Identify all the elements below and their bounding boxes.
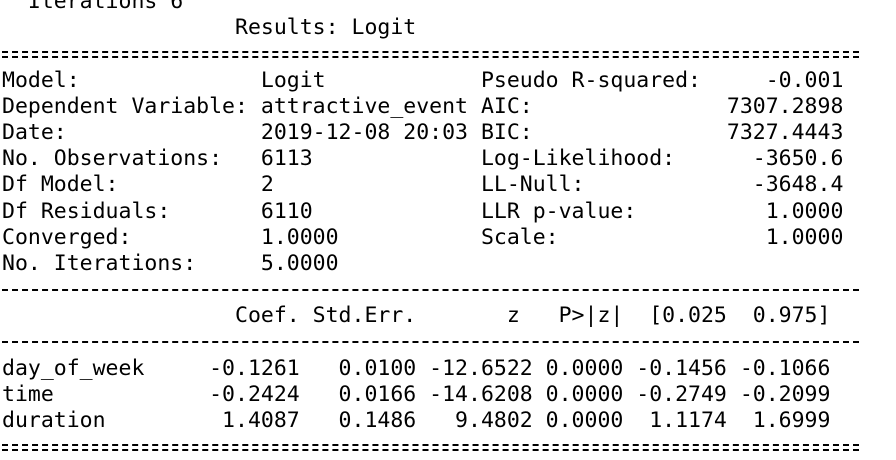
coef-column-header: P>|z| — [532, 303, 624, 329]
double-rule-bottom — [2, 434, 860, 460]
logit-results-output: Iterations 6 Results: Logit Model: Logit … — [2, 0, 860, 460]
summary-right-label: Pseudo R-squared: — [480, 67, 714, 93]
summary-right-value: 7327.4443 — [713, 119, 844, 145]
cut-off-line: Iterations 6 — [2, 0, 184, 14]
coef-column-header: [0.025 — [623, 303, 727, 329]
coef-cell: -0.1261 — [183, 355, 300, 381]
coef-cell: 0.0100 — [299, 355, 417, 381]
summary-right-value: -3650.6 — [713, 146, 844, 172]
summary-right-label: BIC: — [480, 119, 714, 145]
summary-left-label: No. Iterations: — [2, 250, 261, 276]
coef-row-name: day_of_week — [2, 355, 184, 381]
summary-row: Date: 2019-12-08 20:03 BIC: 7327.4443 — [2, 120, 843, 146]
summary-right-label: Scale: — [480, 224, 714, 250]
summary-row: Dependent Variable: attractive_event AIC… — [2, 94, 843, 120]
coef-cell: 1.1174 — [623, 408, 727, 433]
summary-left-label: Df Model: — [2, 172, 261, 198]
coef-cell: 9.4802 — [416, 408, 533, 433]
coef-cell: -12.6522 — [416, 355, 533, 381]
coef-row: time -0.2424 0.0166 -14.6208 0.0000 -0.2… — [2, 382, 843, 408]
summary-left-label: No. Observations: — [2, 146, 261, 172]
summary-left-value: 5.0000 — [260, 250, 481, 276]
summary-right-value: 7307.2898 — [713, 93, 844, 119]
summary-left-value: 2 — [260, 172, 481, 198]
single-rule-mid — [2, 277, 860, 303]
summary-row: No. Iterations: 5.0000 — [2, 251, 843, 277]
coef-cell: 0.0000 — [532, 408, 624, 433]
coef-cell: -0.1066 — [726, 355, 831, 381]
coef-table-header: Coef. Std.Err. z P>|z| [0.025 0.975] — [2, 303, 843, 329]
single-rule-header — [2, 329, 860, 355]
coef-table-body: day_of_week -0.1261 0.0100 -12.6522 0.00… — [2, 356, 843, 435]
summary-left-value: 2019-12-08 20:03 — [260, 119, 481, 145]
summary-left-label: Df Residuals: — [2, 198, 261, 224]
summary-right-label: AIC: — [480, 93, 714, 119]
results-title: Results: Logit — [235, 15, 417, 41]
summary-left-label: Dependent Variable: — [2, 93, 261, 119]
summary-row: Model: Logit Pseudo R-squared: -0.001 — [2, 68, 843, 94]
results-title-indent — [2, 15, 235, 40]
summary-left-value: Logit — [260, 67, 481, 93]
coef-row: day_of_week -0.1261 0.0100 -12.6522 0.00… — [2, 356, 843, 382]
summary-row: Converged: 1.0000 Scale: 1.0000 — [2, 225, 843, 251]
summary-right-value: 1.0000 — [713, 224, 844, 250]
coef-row: duration 1.4087 0.1486 9.4802 0.0000 1.1… — [2, 408, 843, 434]
summary-right-label: Log-Likelihood: — [480, 146, 714, 172]
double-rule-top — [2, 41, 860, 67]
coef-cell: 1.4087 — [183, 408, 300, 433]
summary-left-value: attractive_event — [260, 93, 481, 119]
summary-right-value: -3648.4 — [713, 172, 844, 198]
results-title-line: Results: Logit — [2, 15, 843, 41]
coef-row-name: time — [2, 381, 184, 407]
summary-left-value: 6110 — [260, 198, 481, 224]
coef-cell: -0.2424 — [183, 381, 300, 407]
summary-left-value: 1.0000 — [260, 224, 481, 250]
coef-column-header: 0.975] — [726, 303, 831, 329]
coef-header-spacer — [2, 303, 183, 328]
coef-column-header: z — [416, 303, 533, 329]
summary-left-label: Model: — [2, 67, 261, 93]
coef-cell: 0.0000 — [532, 381, 624, 407]
summary-right-label: LLR p-value: — [480, 198, 714, 224]
summary-right-value: 1.0000 — [713, 198, 844, 224]
coef-cell: 0.1486 — [299, 408, 417, 433]
coef-cell: 0.0166 — [299, 381, 417, 407]
coef-cell: -14.6208 — [416, 381, 533, 407]
coef-row-name: duration — [2, 408, 184, 433]
coef-cell: -0.2099 — [726, 381, 831, 407]
summary-row: No. Observations: 6113 Log-Likelihood: -… — [2, 146, 843, 172]
summary-block: Model: Logit Pseudo R-squared: -0.001 Dep… — [2, 68, 843, 278]
summary-right-value: -0.001 — [713, 67, 844, 93]
coef-cell: 1.6999 — [726, 408, 831, 433]
summary-left-label: Date: — [2, 119, 261, 145]
coef-column-header: Coef. — [183, 303, 300, 329]
coef-column-header: Std.Err. — [299, 303, 417, 329]
coef-cell: -0.2749 — [623, 381, 727, 407]
summary-left-label: Converged: — [2, 224, 261, 250]
coef-cell: -0.1456 — [623, 355, 727, 381]
summary-row: Df Model: 2 LL-Null: -3648.4 — [2, 172, 843, 198]
coef-cell: 0.0000 — [532, 355, 624, 381]
summary-right-label: LL-Null: — [480, 172, 714, 198]
summary-left-value: 6113 — [260, 146, 481, 172]
summary-row: Df Residuals: 6110 LLR p-value: 1.0000 — [2, 199, 843, 225]
